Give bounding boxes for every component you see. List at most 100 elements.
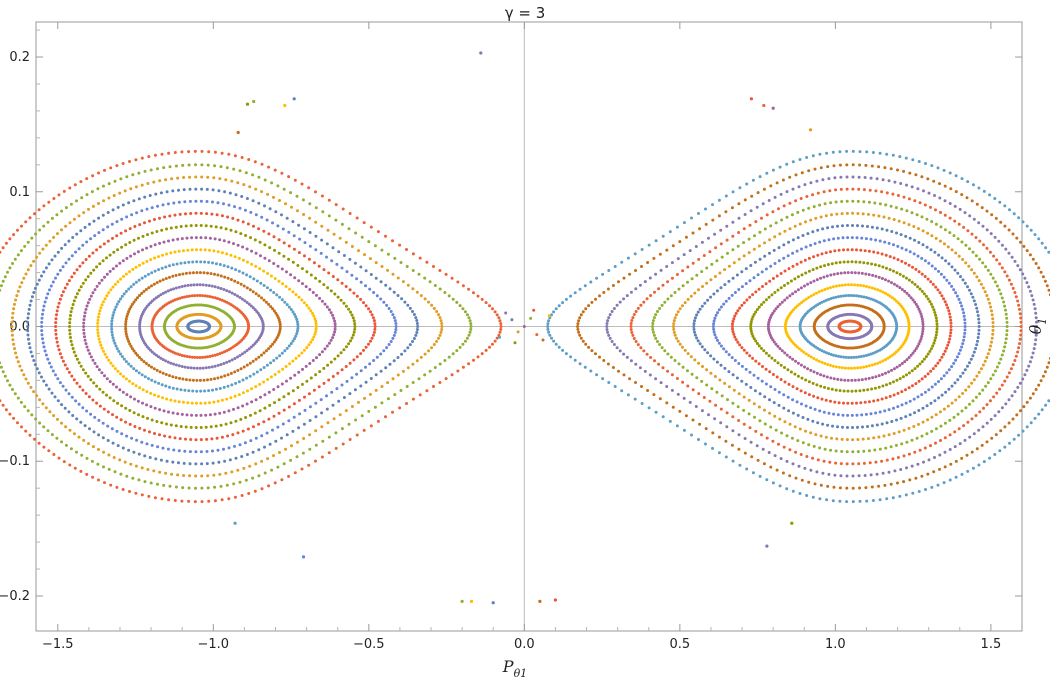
orbit-point — [956, 271, 960, 275]
orbit-point — [182, 188, 186, 192]
x-axis-title-main: P — [502, 657, 514, 676]
y-tick-label: 0.2 — [9, 50, 30, 65]
orbit-point — [1014, 295, 1018, 299]
orbit-point — [954, 251, 958, 255]
orbit-point — [1041, 374, 1045, 378]
orbit-point — [260, 162, 264, 166]
orbit-point — [250, 262, 254, 266]
orbit-point — [60, 294, 64, 297]
stray-point — [252, 99, 256, 104]
orbit-point — [363, 396, 366, 400]
orbit-point — [892, 282, 896, 286]
orbit-point — [830, 436, 833, 440]
orbit-point — [244, 234, 248, 237]
orbit-point — [258, 240, 262, 244]
orbit-point — [128, 379, 131, 383]
orbit-point — [344, 345, 348, 349]
orbit-point — [103, 168, 106, 172]
orbit-point — [254, 436, 258, 440]
orbit-point — [938, 358, 942, 362]
orbit-point — [552, 310, 556, 314]
orbit-point — [229, 228, 233, 232]
orbit-point — [714, 246, 718, 250]
orbit-point — [42, 224, 46, 228]
orbit-point — [966, 285, 969, 289]
orbit-point — [241, 271, 245, 275]
orbit-point — [1035, 329, 1038, 333]
orbit-point — [152, 469, 156, 473]
orbit-point — [966, 229, 970, 233]
orbit-point — [352, 330, 356, 334]
orbit-point — [411, 381, 415, 384]
orbit-point — [419, 294, 423, 298]
orbit-point — [765, 213, 769, 217]
orbit-point — [892, 256, 896, 260]
orbit-point — [882, 326, 886, 330]
orbit-point — [1034, 338, 1038, 342]
orbit-point — [826, 226, 830, 230]
orbit-point — [180, 285, 184, 288]
orbit-point — [980, 443, 984, 447]
orbit-point — [874, 274, 878, 278]
orbit-point — [391, 377, 395, 381]
orbit-point — [284, 365, 288, 368]
orbit-point — [203, 401, 207, 405]
orbit-point — [236, 281, 240, 285]
orbit-point — [864, 237, 868, 241]
orbit-point — [834, 200, 838, 204]
orbit-point — [142, 360, 146, 364]
orbit-point — [681, 345, 684, 349]
orbit-point — [936, 288, 940, 292]
orbit-point — [344, 285, 348, 288]
orbit-point — [289, 342, 293, 345]
orbit-point — [405, 265, 409, 268]
orbit-point — [791, 357, 795, 361]
orbit-point — [969, 357, 973, 361]
orbit-point — [234, 456, 238, 460]
orbit-point — [40, 325, 44, 328]
orbit-point — [375, 355, 379, 359]
orbit-point — [238, 206, 242, 210]
orbit-point — [783, 420, 787, 424]
orbit-point — [55, 309, 59, 313]
orbit-point — [195, 248, 198, 252]
orbit-point — [949, 318, 953, 322]
orbit-point — [222, 410, 226, 414]
orbit-point — [119, 277, 123, 281]
orbit-point — [232, 482, 236, 486]
orbit-point — [121, 203, 125, 207]
orbit-point — [336, 371, 340, 375]
orbit-point — [392, 333, 396, 337]
orbit-point — [991, 332, 995, 336]
orbit-point — [259, 254, 262, 258]
orbit-point — [125, 315, 129, 318]
orbit-point — [181, 272, 185, 276]
orbit-point — [241, 245, 245, 249]
orbit-point — [251, 173, 255, 177]
orbit-point — [809, 355, 813, 359]
orbit-point — [29, 385, 33, 389]
orbit-point — [281, 422, 285, 426]
orbit-point — [141, 415, 145, 419]
orbit-point — [135, 211, 139, 215]
orbit-point — [296, 327, 300, 331]
orbit-point — [115, 415, 119, 419]
orbit-point — [732, 317, 736, 321]
orbit-point — [340, 222, 344, 226]
orbit-point — [851, 163, 855, 167]
orbit-point — [581, 339, 585, 343]
orbit-point — [900, 288, 904, 291]
orbit-point — [812, 293, 816, 296]
orbit-point — [75, 232, 79, 236]
orbit-point — [998, 449, 1002, 453]
orbit-point — [439, 330, 443, 334]
orbit-point — [705, 383, 709, 387]
orbit-point — [900, 207, 904, 211]
chaotic-point — [504, 311, 508, 315]
orbit-point — [791, 251, 795, 255]
orbit-point — [885, 191, 889, 195]
orbit-point — [83, 424, 87, 428]
orbit-point — [64, 443, 68, 447]
orbit-point — [697, 257, 701, 261]
orbit-point — [427, 349, 430, 353]
